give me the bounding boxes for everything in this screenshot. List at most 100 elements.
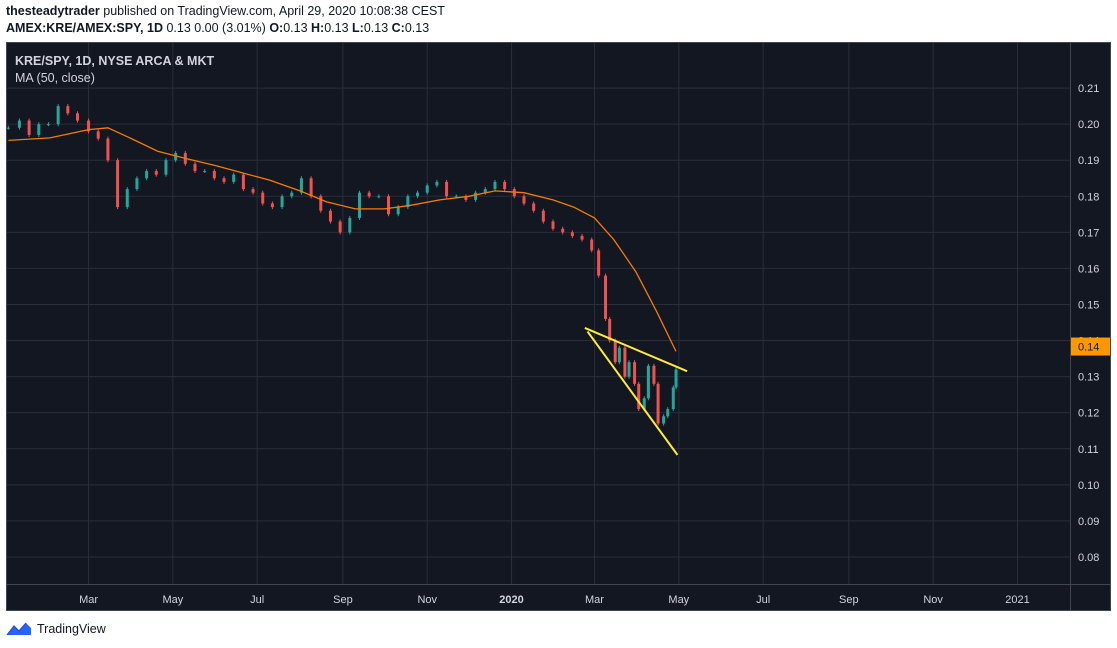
candle	[637, 383, 641, 410]
candle	[154, 171, 158, 175]
time-tick-label: May	[162, 594, 183, 606]
high-label: H:	[311, 21, 325, 35]
quote-change: 0.13 0.00 (3.01%)	[162, 21, 270, 35]
candle	[604, 275, 608, 319]
price-tick-label: 0.15	[1078, 299, 1099, 311]
time-tick-label: Sep	[839, 594, 859, 606]
candle	[135, 178, 139, 190]
candle	[445, 181, 449, 197]
candle	[627, 362, 631, 377]
candle	[222, 178, 226, 182]
candle	[580, 235, 584, 240]
price-tick-label: 0.13	[1078, 372, 1099, 384]
candle	[125, 189, 129, 208]
candle	[348, 217, 352, 233]
time-tick-label: Jul	[756, 594, 770, 606]
candle	[241, 174, 245, 190]
last-price-value: 0.14	[1078, 342, 1099, 354]
candle	[17, 120, 21, 128]
price-tick-label: 0.19	[1078, 155, 1099, 167]
candle	[396, 207, 400, 215]
close-value: 0.13	[404, 21, 430, 35]
time-tick-label: Nov	[417, 594, 437, 606]
price-tick-label: 0.21	[1078, 83, 1099, 95]
moving-average-line	[8, 127, 677, 352]
chart-legend-title: KRE/SPY, 1D, NYSE ARCA & MKT	[15, 54, 215, 68]
price-tick-label: 0.18	[1078, 191, 1099, 203]
candle	[406, 196, 410, 208]
candle	[570, 232, 574, 236]
price-tick-label: 0.08	[1078, 552, 1099, 564]
candle	[106, 138, 110, 161]
candle	[328, 210, 332, 222]
candle	[387, 196, 391, 215]
chart-frame[interactable]: 0.21 0.20 0.19 0.18 0.17 0.16 0.15 0.14 0.13 0.12…	[6, 42, 1111, 611]
candle	[37, 124, 41, 135]
candle	[541, 210, 545, 222]
candle	[656, 383, 660, 424]
candle	[642, 398, 646, 410]
candle	[338, 221, 342, 233]
wedge-trendline	[586, 330, 679, 456]
candle	[464, 196, 468, 200]
candle	[299, 178, 303, 193]
candle	[145, 171, 149, 179]
author-name[interactable]: thesteadytrader	[6, 4, 100, 18]
candle	[251, 189, 255, 193]
candle	[590, 239, 594, 251]
candle	[532, 203, 536, 211]
price-tick-label: 0.09	[1078, 516, 1099, 528]
candle	[474, 192, 478, 200]
time-tick-label: May	[668, 594, 689, 606]
candle	[280, 196, 284, 208]
candle	[75, 113, 79, 121]
candle	[270, 203, 274, 208]
symbol-quote-line: AMEX:KRE/AMEX:SPY, 1D 0.13 0.00 (3.01%) …	[6, 21, 429, 35]
time-tick-label: Sep	[333, 594, 353, 606]
high-value: 0.13	[324, 21, 353, 35]
candle	[674, 369, 678, 388]
candle	[666, 409, 670, 417]
candle	[357, 192, 361, 218]
candle	[96, 131, 100, 139]
candle	[164, 160, 168, 175]
candle	[613, 340, 617, 363]
candle	[416, 192, 420, 197]
time-tick-label: Mar	[585, 594, 604, 606]
footer-brand[interactable]: TradingView	[37, 622, 106, 636]
symbol-label: AMEX:KRE/AMEX:SPY, 1D	[6, 21, 163, 35]
candle	[309, 178, 313, 197]
candle	[522, 196, 526, 204]
candle	[87, 120, 91, 132]
price-chart[interactable]: 0.21 0.20 0.19 0.18 0.17 0.16 0.15 0.14 0.13 0.12…	[7, 43, 1111, 611]
candle	[608, 318, 612, 341]
candle	[493, 181, 497, 190]
time-tick-label: Mar	[79, 594, 98, 606]
candle	[193, 163, 197, 172]
candle	[290, 192, 294, 197]
candle	[46, 124, 50, 126]
published-info: published on TradingView.com, April 29, …	[103, 4, 445, 18]
candle	[367, 192, 371, 197]
footer: TradingView	[6, 622, 106, 636]
candle	[319, 196, 323, 211]
price-tick-label: 0.10	[1078, 480, 1099, 492]
time-tick-label: 2021	[1005, 594, 1029, 606]
open-value: 0.13	[283, 21, 312, 35]
price-tick-label: 0.16	[1078, 263, 1099, 275]
candle	[174, 153, 178, 161]
low-value: 0.13	[363, 21, 392, 35]
candle	[212, 171, 216, 179]
tradingview-logo-icon[interactable]	[6, 622, 32, 636]
candle	[261, 192, 265, 204]
candle	[483, 189, 487, 193]
candle	[7, 127, 10, 129]
candle	[435, 181, 439, 186]
candle	[662, 416, 666, 424]
candle	[633, 362, 637, 384]
time-tick-label: Jul	[250, 594, 264, 606]
price-tick-label: 0.20	[1078, 119, 1099, 131]
close-label: C:	[391, 21, 405, 35]
candle	[232, 174, 236, 182]
candle	[425, 185, 429, 193]
